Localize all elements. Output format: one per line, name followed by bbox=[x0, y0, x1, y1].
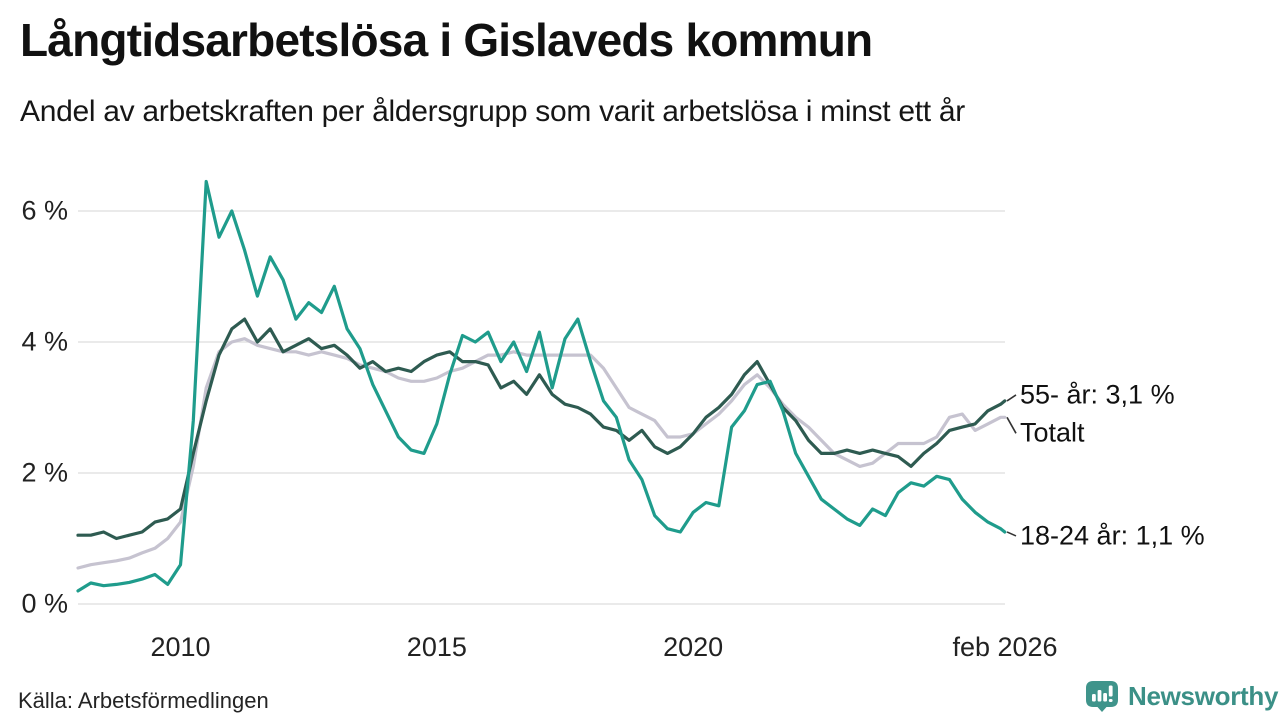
source-label: Källa: Arbetsförmedlingen bbox=[18, 688, 269, 713]
series-end-label-55-ar: 55- år: 3,1 % bbox=[1020, 379, 1175, 410]
series-line-55--år bbox=[76, 317, 1007, 541]
series-line-18-24-år bbox=[76, 179, 1007, 593]
label-connector bbox=[1006, 394, 1017, 402]
chart-title: Långtidsarbetslösa i Gislaveds kommun bbox=[20, 14, 873, 66]
label-connector bbox=[1006, 531, 1017, 537]
series-end-label-totalt: Totalt bbox=[1020, 417, 1085, 448]
newsworthy-logo[interactable]: Newsworthy bbox=[1085, 680, 1278, 712]
series-end-label-18-24-ar: 18-24 år: 1,1 % bbox=[1020, 520, 1205, 551]
label-connector bbox=[1006, 416, 1017, 434]
chart-subtitle: Andel av arbetskraften per åldersgrupp s… bbox=[20, 95, 965, 128]
newsworthy-icon bbox=[1086, 681, 1118, 712]
newsworthy-wordmark: Newsworthy bbox=[1128, 681, 1279, 711]
